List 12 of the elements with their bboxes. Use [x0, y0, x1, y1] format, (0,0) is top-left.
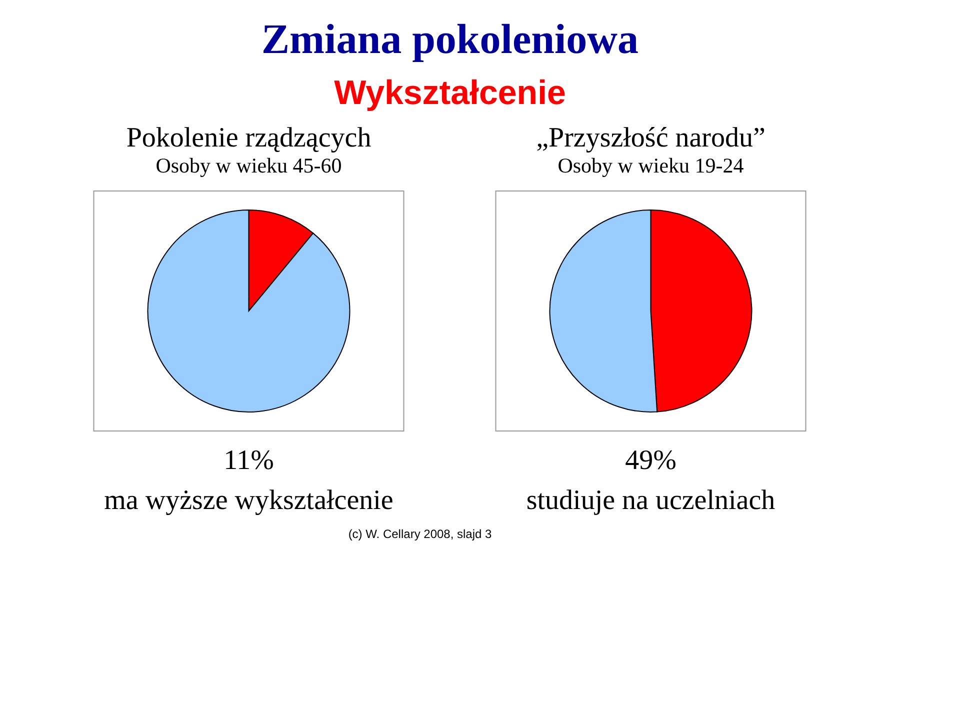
chart-title: „Przyszłość narodu” — [536, 122, 766, 154]
text: 49% — [625, 445, 676, 476]
pie-slice — [147, 210, 350, 412]
text: Wykształcenie — [334, 74, 566, 112]
text: (c) W. Cellary 2008, slajd 3 — [348, 527, 492, 541]
text: studiuje na uczelniach — [526, 485, 776, 516]
text: ma wyższe wykształcenie — [104, 485, 394, 516]
chart-title: Pokolenie rządzących — [126, 122, 372, 154]
chart-subtitle: Osoby w wieku 19-24 — [558, 154, 744, 178]
chart-subtitle: Osoby w wieku 45-60 — [156, 154, 342, 178]
text: Zmiana pokoleniowa — [262, 17, 638, 63]
text: 11% — [224, 445, 274, 476]
